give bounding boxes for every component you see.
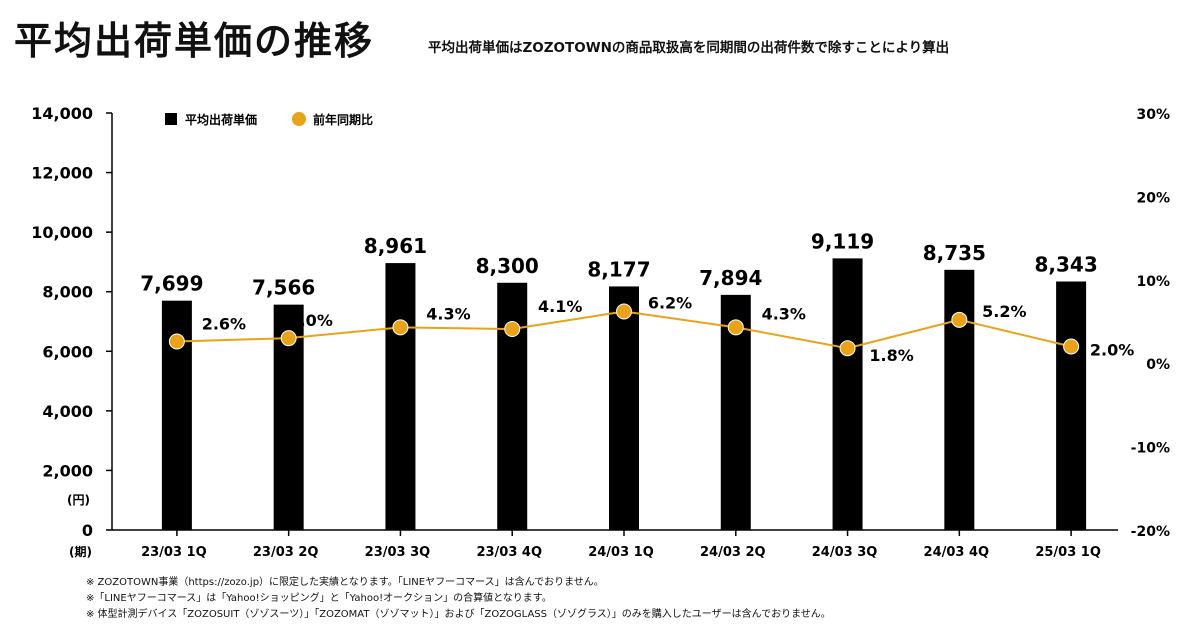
line-value-label: 4.3% — [426, 304, 470, 323]
line-point — [951, 311, 968, 328]
bar — [832, 258, 863, 530]
line-point — [839, 340, 856, 357]
line-point — [1063, 338, 1080, 355]
x-tick-label: 24/03 2Q — [700, 545, 766, 560]
line-point — [392, 319, 409, 336]
y-right-tick-label: -20% — [1131, 524, 1170, 540]
bar-value-label: 8,300 — [476, 254, 539, 278]
line-point — [504, 321, 521, 338]
x-tick-label: 24/03 1Q — [588, 545, 654, 560]
x-tick-label: 23/03 2Q — [253, 545, 319, 560]
x-tick-label: 23/03 4Q — [476, 545, 542, 560]
line-point — [616, 303, 632, 320]
bar — [609, 286, 639, 530]
bar — [497, 282, 528, 530]
x-tick-label: 23/03 3Q — [365, 545, 431, 560]
line-point — [168, 333, 185, 350]
bar — [1056, 281, 1087, 530]
y-left-tick-label: 8,000 — [42, 283, 93, 302]
x-tick-label: 24/03 4Q — [924, 545, 990, 560]
bar-value-label: 8,735 — [923, 241, 986, 265]
y-left-unit: (円) — [67, 493, 90, 507]
line-value-label: 1.8% — [869, 346, 913, 365]
line-value-label: 2.0% — [1090, 341, 1134, 360]
y-right-tick-label: 30% — [1136, 107, 1170, 123]
bar-value-label: 8,343 — [1034, 252, 1097, 276]
page-title: 平均出荷単価の推移 — [14, 19, 375, 63]
bar — [385, 263, 416, 530]
footnote: ※ 体型計測デバイス「ZOZOSUIT（ゾゾスーツ）」「ZOZOMAT（ゾゾマッ… — [86, 609, 831, 620]
y-left-tick-label: 0 — [82, 521, 93, 540]
bar-value-label: 8,961 — [364, 234, 427, 258]
line-value-label: 6.2% — [648, 293, 692, 312]
y-left-tick-label: 14,000 — [31, 104, 93, 123]
y-left-tick-label: 12,000 — [31, 164, 93, 183]
legend-bar-swatch — [165, 113, 177, 125]
subtitle: 平均出荷単価はZOZOTOWNの商品取扱高を同期間の出荷件数で除すことにより算出 — [428, 40, 950, 56]
y-left-tick-label: 10,000 — [31, 223, 93, 242]
y-left-tick-label: 6,000 — [42, 342, 93, 361]
bar-value-label: 7,566 — [252, 276, 315, 300]
line-point — [727, 319, 744, 336]
bar-value-label: 9,119 — [811, 229, 874, 253]
bar — [944, 269, 975, 530]
line-value-label: 4.1% — [538, 297, 582, 316]
legend-line-label: 前年同期比 — [313, 112, 373, 127]
footnotes: ※ ZOZOTOWN事業（https://zozo.jp）に限定した実績となりま… — [86, 575, 831, 623]
bar-value-label: 7,894 — [699, 266, 762, 290]
x-tick-label: 23/03 1Q — [141, 545, 207, 560]
y-left-tick-label: 4,000 — [42, 402, 93, 421]
legend-bar-label: 平均出荷単価 — [185, 112, 257, 127]
bar-value-label: 7,699 — [140, 272, 203, 296]
y-right-tick-label: 10% — [1136, 274, 1170, 290]
line-value-label: 3.0% — [288, 311, 332, 330]
line-value-label: 2.6% — [202, 315, 246, 334]
y-right-tick-label: 20% — [1136, 190, 1170, 206]
y-left-tick-label: 2,000 — [42, 461, 93, 480]
y-right-tick-label: -10% — [1131, 441, 1170, 457]
line-value-label: 4.3% — [762, 304, 806, 323]
legend-line-swatch — [292, 112, 306, 126]
x-axis-label: (期) — [69, 544, 92, 559]
footnote: ※「LINEヤフーコマース」は「Yahoo!ショッピング」と「Yahoo!オーク… — [86, 593, 552, 604]
y-right-tick-label: 0% — [1146, 357, 1170, 373]
line-point — [280, 330, 297, 347]
footnote: ※ ZOZOTOWN事業（https://zozo.jp）に限定した実績となりま… — [86, 577, 604, 588]
x-tick-label: 25/03 1Q — [1035, 545, 1101, 560]
line-value-label: 5.2% — [982, 302, 1026, 321]
bar-value-label: 8,177 — [587, 257, 650, 281]
x-tick-label: 24/03 3Q — [812, 545, 878, 560]
